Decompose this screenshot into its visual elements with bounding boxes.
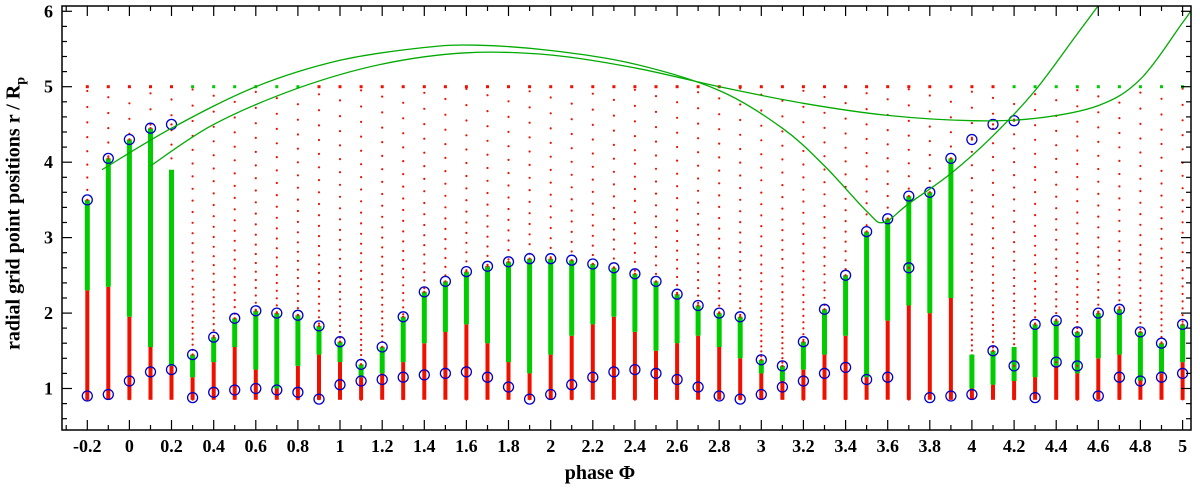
svg-text:4.6: 4.6 (1087, 436, 1110, 456)
svg-text:3.6: 3.6 (876, 436, 899, 456)
y-axis-label-subscript: p (13, 76, 29, 85)
y-axis-label-text: radial grid point positions r / R (2, 84, 25, 351)
svg-text:3.8: 3.8 (919, 436, 942, 456)
y-axis-label: radial grid point positions r / Rp (3, 34, 30, 394)
svg-text:1.2: 1.2 (371, 436, 394, 456)
svg-text:0: 0 (125, 436, 134, 456)
svg-text:3.4: 3.4 (834, 436, 857, 456)
svg-text:1: 1 (336, 436, 345, 456)
svg-text:4.8: 4.8 (1129, 436, 1152, 456)
svg-text:2.6: 2.6 (666, 436, 689, 456)
svg-text:4: 4 (44, 152, 53, 172)
svg-text:5: 5 (1178, 436, 1187, 456)
svg-text:2.2: 2.2 (582, 436, 605, 456)
svg-text:2: 2 (546, 436, 555, 456)
svg-text:6: 6 (44, 1, 53, 21)
svg-text:4.2: 4.2 (1003, 436, 1026, 456)
svg-text:-0.2: -0.2 (73, 436, 102, 456)
svg-text:3: 3 (757, 436, 766, 456)
svg-text:1.6: 1.6 (455, 436, 478, 456)
svg-text:4: 4 (967, 436, 976, 456)
svg-text:3.2: 3.2 (792, 436, 815, 456)
svg-text:2.8: 2.8 (708, 436, 731, 456)
svg-text:2.4: 2.4 (624, 436, 647, 456)
svg-text:1: 1 (44, 379, 53, 399)
x-axis-label: phase Φ (564, 462, 636, 484)
svg-text:0.8: 0.8 (287, 436, 310, 456)
svg-text:0.2: 0.2 (160, 436, 183, 456)
svg-text:1.4: 1.4 (413, 436, 436, 456)
svg-text:0.6: 0.6 (245, 436, 268, 456)
svg-text:0.4: 0.4 (202, 436, 225, 456)
svg-text:2: 2 (44, 303, 53, 323)
svg-text:1.8: 1.8 (497, 436, 520, 456)
svg-text:5: 5 (44, 77, 53, 97)
svg-text:4.4: 4.4 (1045, 436, 1068, 456)
svg-text:3: 3 (44, 228, 53, 248)
